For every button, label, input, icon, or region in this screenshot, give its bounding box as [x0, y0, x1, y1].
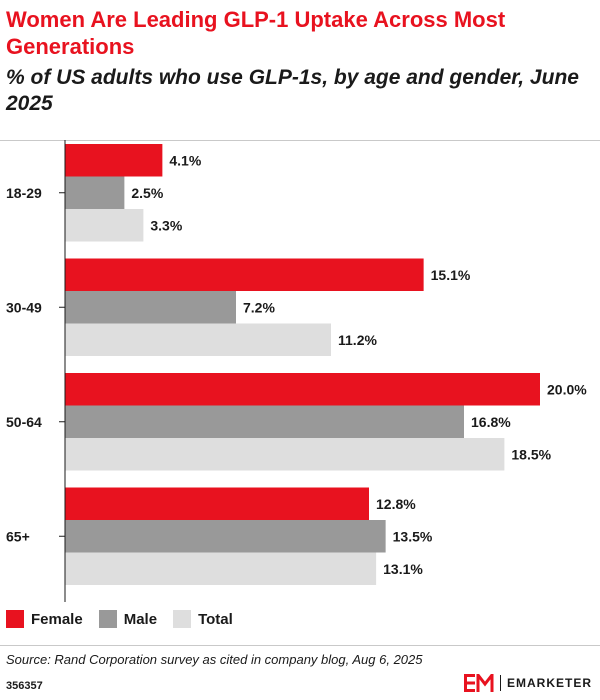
legend-item-female: Female: [6, 610, 83, 628]
category-label-0: 18-29: [6, 185, 42, 201]
bar-female-2: [65, 373, 540, 406]
brand-divider: [499, 675, 501, 691]
data-label-female-2: 20.0%: [547, 381, 587, 397]
bar-total-2: [65, 438, 505, 471]
data-label-total-0: 3.3%: [150, 217, 182, 233]
data-label-female-3: 12.8%: [376, 496, 416, 512]
data-label-total-2: 18.5%: [511, 446, 551, 462]
bar-male-1: [65, 291, 236, 324]
category-label-3: 65+: [6, 528, 30, 544]
bar-total-1: [65, 323, 331, 356]
bar-female-0: [65, 144, 163, 177]
em-logo-icon: [463, 674, 494, 692]
bar-total-3: [65, 552, 377, 585]
bar-total-0: [65, 209, 144, 242]
chart-id: 356357: [6, 680, 43, 692]
data-label-total-3: 13.1%: [383, 561, 423, 577]
brand-logo: EMARKETER: [463, 674, 592, 692]
legend: Female Male Total: [6, 608, 249, 630]
data-label-male-3: 13.5%: [393, 528, 433, 544]
data-label-female-0: 4.1%: [169, 152, 201, 168]
bar-male-0: [65, 176, 125, 209]
bar-chart: 4.1% 2.5% 3.3% 18-29 15.1% 7.2% 11.2% 30-49 20.0…: [6, 140, 587, 602]
legend-item-total: Total: [173, 610, 233, 628]
legend-swatch-male: [98, 610, 117, 628]
bar-female-3: [65, 487, 369, 520]
chart-title: Women Are Leading GLP-1 Uptake Across Mo…: [6, 7, 506, 59]
data-label-female-1: 15.1%: [431, 267, 471, 283]
bottom-divider: [0, 645, 600, 646]
legend-label-total: Total: [198, 610, 233, 628]
chart-subtitle: % of US adults who use GLP-1s, by age an…: [6, 66, 579, 115]
data-label-male-1: 7.2%: [243, 299, 275, 315]
bar-male-2: [65, 405, 464, 438]
data-label-male-2: 16.8%: [471, 414, 511, 430]
brand-name: EMARKETER: [506, 676, 592, 690]
legend-swatch-female: [6, 610, 24, 628]
legend-swatch-total: [173, 610, 192, 628]
legend-item-male: Male: [98, 610, 158, 628]
legend-label-female: Female: [31, 610, 83, 628]
bar-male-3: [65, 520, 386, 553]
category-label-2: 50-64: [6, 414, 42, 430]
source-note: Source: Rand Corporation survey as cited…: [6, 652, 423, 667]
top-divider: [0, 140, 600, 141]
data-label-total-1: 11.2%: [338, 332, 377, 348]
data-label-male-0: 2.5%: [131, 185, 163, 201]
legend-label-male: Male: [123, 610, 158, 628]
bar-female-1: [65, 258, 424, 291]
category-label-1: 30-49: [6, 299, 42, 315]
